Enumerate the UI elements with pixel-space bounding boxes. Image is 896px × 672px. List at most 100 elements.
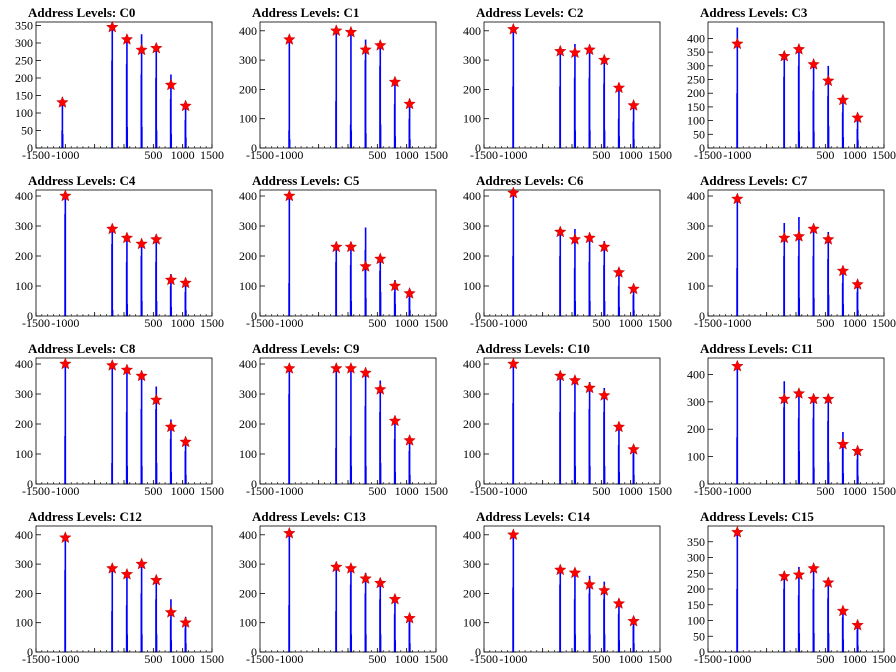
y-tick-label: 0 bbox=[699, 309, 705, 323]
y-tick-label: 250 bbox=[687, 73, 705, 87]
peak-star-icon bbox=[778, 392, 791, 405]
chart-svg: Address Levels: C14-1500 -1000 500 1000 1500… bbox=[463, 509, 672, 666]
peak-star-icon bbox=[568, 46, 582, 59]
peak-star-icon bbox=[778, 231, 791, 244]
chart-title: Address Levels: C9 bbox=[252, 341, 360, 356]
y-tick-label: 400 bbox=[687, 367, 705, 381]
x-tick-label: -1500 bbox=[22, 484, 50, 498]
peak-star-icon bbox=[836, 604, 850, 617]
y-tick-label: 200 bbox=[239, 586, 257, 600]
x-tick-label: 1000 bbox=[619, 484, 643, 498]
y-tick-label: 200 bbox=[463, 249, 481, 263]
x-tick-label: -1500 bbox=[246, 484, 274, 498]
peak-star-icon bbox=[150, 573, 163, 586]
chart-svg: Address Levels: C6 -1500 -1000 500 1000 1500 0… bbox=[463, 173, 672, 330]
x-tick-label: -1500 bbox=[22, 652, 50, 666]
x-tick-label: 1000 bbox=[843, 652, 867, 666]
peak-star-icon bbox=[135, 237, 148, 250]
peak-star-icon bbox=[731, 359, 744, 372]
peak-star-icon bbox=[507, 528, 520, 541]
peak-star-icon bbox=[374, 576, 387, 589]
chart-title: Address Levels: C2 bbox=[476, 5, 583, 20]
chart-svg: Address Levels: C13-1500 -1000 500 1000 1500… bbox=[239, 509, 448, 666]
chart-title: Address Levels: C10 bbox=[476, 341, 590, 356]
peak-star-icon bbox=[164, 273, 178, 286]
y-tick-label: 350 bbox=[687, 45, 705, 59]
y-tick-label: 400 bbox=[15, 528, 33, 542]
y-tick-label: 150 bbox=[687, 598, 705, 612]
x-tick-label: -1500 bbox=[246, 652, 274, 666]
peak-star-icon bbox=[374, 38, 387, 51]
peak-star-icon bbox=[583, 231, 596, 244]
y-tick-label: 0 bbox=[475, 645, 481, 659]
peak-star-icon bbox=[627, 98, 640, 111]
y-tick-label: 0 bbox=[251, 477, 257, 491]
y-tick-label: 50 bbox=[693, 629, 705, 643]
x-tick-label: -1000 bbox=[723, 484, 751, 498]
x-tick-label: 1000 bbox=[619, 148, 643, 162]
chart-title: Address Levels: C15 bbox=[700, 509, 814, 524]
x-tick-label: 1500 bbox=[424, 484, 448, 498]
peak-star-icon bbox=[359, 572, 372, 585]
x-tick-label: -1000 bbox=[723, 652, 751, 666]
peak-star-icon bbox=[851, 444, 864, 457]
peak-star-icon bbox=[388, 75, 402, 88]
x-tick-label: -1500 bbox=[22, 316, 50, 330]
y-tick-label: 100 bbox=[463, 112, 481, 126]
peak-star-icon bbox=[792, 387, 806, 399]
x-tick-label: 1000 bbox=[395, 652, 419, 666]
y-tick-label: 50 bbox=[693, 127, 705, 141]
y-tick-label: 200 bbox=[15, 71, 33, 85]
y-tick-label: 100 bbox=[463, 279, 481, 293]
x-tick-label: 1500 bbox=[200, 652, 224, 666]
peak-star-icon bbox=[179, 276, 192, 289]
peak-star-icon bbox=[598, 53, 611, 66]
x-tick-label: 1000 bbox=[171, 148, 195, 162]
x-tick-label: 1000 bbox=[395, 148, 419, 162]
chart-panel-c11: Address Levels: C11 -1500 -1000 500 1000 1500… bbox=[674, 338, 896, 504]
chart-svg: Address Levels: C10-1500 -1000 500 1000 1500… bbox=[463, 341, 672, 498]
y-tick-label: 0 bbox=[699, 141, 705, 155]
x-tick-label: 1500 bbox=[872, 316, 896, 330]
y-tick-label: 100 bbox=[239, 447, 257, 461]
peak-star-icon bbox=[330, 361, 343, 374]
chart-panel-c6: Address Levels: C6 -1500 -1000 500 1000 1500 0… bbox=[450, 170, 672, 336]
peak-star-icon bbox=[359, 259, 372, 272]
y-tick-label: 150 bbox=[687, 100, 705, 114]
peak-star-icon bbox=[807, 57, 820, 70]
peak-star-icon bbox=[164, 420, 178, 433]
y-tick-label: 200 bbox=[15, 249, 33, 263]
y-tick-label: 200 bbox=[687, 422, 705, 436]
peak-star-icon bbox=[179, 616, 192, 628]
x-tick-label: -1500 bbox=[694, 148, 722, 162]
peak-star-icon bbox=[283, 189, 296, 202]
x-tick-label: 1000 bbox=[171, 316, 195, 330]
chart-svg: Address Levels: C8 -1500 -1000 500 1000 1500 0… bbox=[15, 341, 224, 498]
peak-star-icon bbox=[598, 388, 611, 401]
peak-star-icon bbox=[374, 252, 387, 265]
peak-star-icon bbox=[344, 361, 358, 374]
x-tick-label: -1000 bbox=[275, 316, 303, 330]
peak-star-icon bbox=[792, 229, 806, 242]
x-tick-label: 1000 bbox=[395, 484, 419, 498]
y-tick-label: 50 bbox=[21, 124, 33, 138]
chart-panel-c13: Address Levels: C13 -1500 -1000 500 1000 1500… bbox=[226, 506, 448, 672]
x-tick-label: -1000 bbox=[51, 148, 79, 162]
peak-star-icon bbox=[731, 525, 744, 538]
peak-star-icon bbox=[792, 42, 806, 55]
x-tick-label: 1500 bbox=[200, 316, 224, 330]
y-tick-label: 400 bbox=[463, 24, 481, 38]
y-tick-label: 100 bbox=[463, 616, 481, 630]
x-tick-label: 1500 bbox=[872, 484, 896, 498]
peak-star-icon bbox=[344, 240, 358, 253]
peak-star-icon bbox=[179, 99, 192, 112]
y-tick-label: 0 bbox=[251, 141, 257, 155]
x-tick-label: -1500 bbox=[694, 484, 722, 498]
y-tick-label: 400 bbox=[463, 357, 481, 371]
y-tick-label: 200 bbox=[239, 249, 257, 263]
peak-star-icon bbox=[120, 567, 134, 580]
x-tick-label: -1000 bbox=[51, 316, 79, 330]
y-tick-label: 250 bbox=[687, 566, 705, 580]
y-tick-label: 400 bbox=[687, 189, 705, 203]
peak-star-icon bbox=[778, 569, 791, 582]
